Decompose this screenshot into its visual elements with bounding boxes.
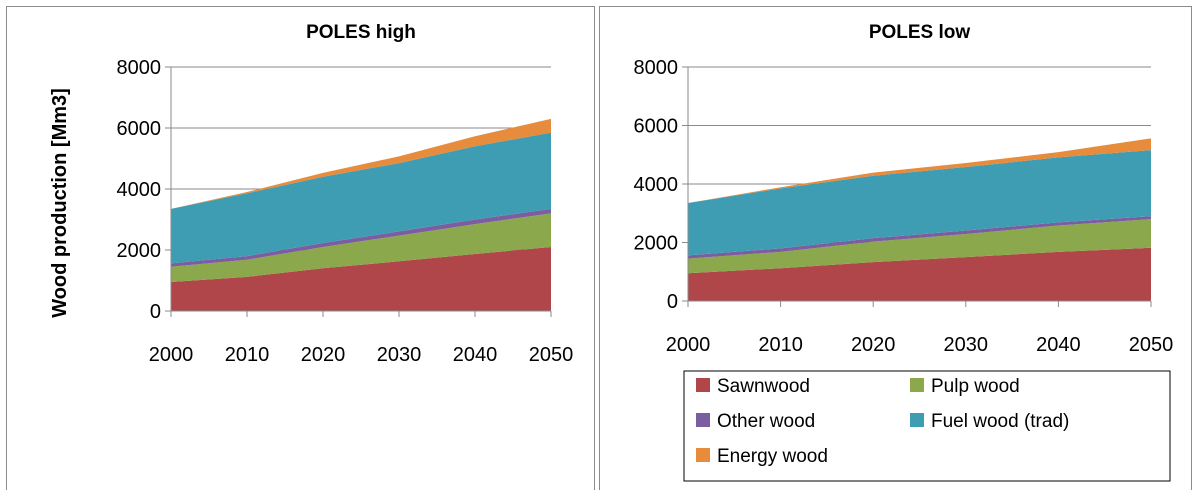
legend-swatch-energy-wood bbox=[696, 448, 710, 462]
x-tick-label: 2050 bbox=[1129, 334, 1174, 356]
legend-swatch-sawnwood bbox=[696, 378, 710, 392]
area-series-energy-wood bbox=[171, 118, 551, 209]
legend-swatch-pulp-wood bbox=[910, 378, 924, 392]
y-tick-label: 0 bbox=[150, 301, 161, 323]
area-series-sawnwood bbox=[688, 247, 1151, 301]
area-series-energy-wood bbox=[688, 138, 1151, 204]
legend-label-sawnwood: Sawnwood bbox=[717, 376, 810, 397]
area-series-pulp-wood bbox=[171, 213, 551, 283]
x-tick-label: 2000 bbox=[149, 344, 194, 366]
area-series-sawnwood bbox=[171, 246, 551, 311]
x-tick-label: 2040 bbox=[1036, 334, 1081, 356]
x-tick-label: 2030 bbox=[944, 334, 989, 356]
y-tick-label: 8000 bbox=[634, 57, 679, 79]
y-tick-label: 4000 bbox=[117, 179, 162, 201]
area-series-fuel-wood-trad bbox=[171, 132, 551, 264]
y-tick-label: 6000 bbox=[634, 116, 679, 138]
legend-label-pulp-wood: Pulp wood bbox=[931, 376, 1020, 397]
x-tick-label: 2050 bbox=[529, 344, 574, 366]
area-series-other-wood bbox=[171, 208, 551, 267]
legend-swatch-other-wood bbox=[696, 413, 710, 427]
area-series-other-wood bbox=[688, 216, 1151, 259]
x-tick-label: 2010 bbox=[758, 334, 803, 356]
x-tick-label: 2000 bbox=[666, 334, 711, 356]
y-tick-label: 0 bbox=[667, 291, 678, 313]
legend-box bbox=[683, 370, 1171, 482]
x-tick-label: 2010 bbox=[225, 344, 270, 366]
area-series-pulp-wood bbox=[688, 219, 1151, 274]
x-tick-label: 2020 bbox=[851, 334, 896, 356]
legend-label-energy-wood: Energy wood bbox=[717, 446, 828, 467]
y-tick-label: 2000 bbox=[634, 233, 679, 255]
x-tick-label: 2030 bbox=[377, 344, 422, 366]
y-tick-label: 2000 bbox=[117, 240, 162, 262]
chart-poles-low: POLES low 0 2000 4000 6000 8000 2000 2010 2020 20… bbox=[634, 22, 1174, 482]
chart-title: POLES high bbox=[306, 22, 416, 43]
x-tick-label: 2040 bbox=[453, 344, 498, 366]
chart-panel-poles-low: POLES low 0 2000 4000 6000 8000 2000 2010 2020 20… bbox=[599, 6, 1192, 490]
legend: Sawnwood Pulp wood Other wood Fuel wood (tr… bbox=[683, 370, 1171, 482]
y-axis-label: Wood production [Mm3] bbox=[49, 88, 71, 318]
chart-poles-high: POLES high 0 2000 4000 6000 8000 2000 2010 2020 2… bbox=[49, 22, 574, 366]
legend-label-fuel-wood-trad: Fuel wood (trad) bbox=[931, 411, 1069, 432]
x-tick-label: 2020 bbox=[301, 344, 346, 366]
chart-title: POLES low bbox=[869, 22, 971, 43]
legend-label-other-wood: Other wood bbox=[717, 411, 815, 432]
y-tick-label: 6000 bbox=[117, 118, 162, 140]
area-series-fuel-wood-trad bbox=[688, 150, 1151, 256]
y-tick-label: 4000 bbox=[634, 174, 679, 196]
legend-swatch-fuel-wood-trad bbox=[910, 413, 924, 427]
y-tick-label: 8000 bbox=[117, 57, 162, 79]
chart-panel-poles-high: POLES high 0 2000 4000 6000 8000 2000 2010 2020 2… bbox=[6, 6, 595, 490]
